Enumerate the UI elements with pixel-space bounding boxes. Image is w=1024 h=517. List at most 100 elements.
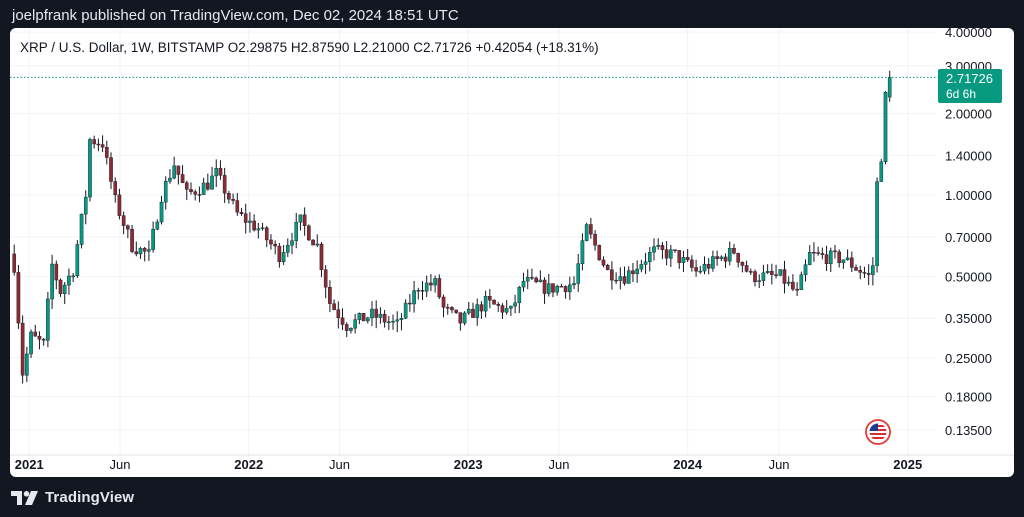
- candle-body: [50, 263, 54, 300]
- candle-body: [365, 317, 370, 322]
- candle-body: [117, 194, 122, 216]
- candle-body: [702, 264, 707, 272]
- candle-body: [319, 243, 324, 270]
- candle-body: [239, 212, 244, 214]
- brand-name: TradingView: [45, 489, 135, 506]
- candle-body: [534, 277, 538, 283]
- candle-body: [496, 304, 501, 306]
- candle-body: [58, 279, 63, 294]
- candle-body: [690, 259, 694, 268]
- candle-body: [126, 225, 130, 230]
- publisher-bar: joelpfrank published on TradingView.com,…: [0, 0, 1024, 32]
- candle-body: [563, 286, 568, 293]
- candle-body: [83, 196, 88, 215]
- time-tick-label: 2024: [673, 457, 703, 472]
- time-axis[interactable]: 2021 Jun 2022 Jun 2023 Jun 2024 Jun 2025: [10, 454, 1014, 472]
- candle-body: [833, 250, 837, 253]
- candle-body: [677, 250, 682, 263]
- candle-body: [816, 252, 820, 254]
- candle-body: [189, 189, 193, 192]
- candle-body: [298, 214, 303, 223]
- candle-body: [197, 194, 202, 196]
- price-tick-label: 1.40000: [945, 148, 992, 163]
- candle-body: [231, 199, 235, 201]
- candle-body: [20, 322, 25, 376]
- candle-body: [862, 272, 867, 274]
- candle-body: [513, 302, 517, 307]
- candle-body: [180, 174, 185, 183]
- candle-body: [871, 265, 875, 275]
- candle-body: [740, 262, 745, 266]
- price-tag-value: 2.71726: [946, 71, 993, 86]
- candle-body: [420, 290, 425, 292]
- candle-body: [879, 161, 884, 182]
- candle-body: [429, 282, 433, 286]
- candle-body: [100, 144, 105, 148]
- candle-body: [184, 182, 189, 190]
- candle-body: [568, 284, 572, 293]
- candle-body: [850, 257, 854, 268]
- candle-body: [214, 167, 219, 177]
- candle-body: [883, 92, 888, 163]
- candle-body: [437, 278, 442, 298]
- candle-body: [218, 167, 223, 176]
- tradingview-logo[interactable]: TradingView: [11, 489, 134, 506]
- candle-body: [542, 279, 547, 294]
- time-tick-label: 2022: [234, 457, 263, 472]
- candle-body: [753, 271, 757, 282]
- candle-body: [580, 240, 585, 264]
- candle-body: [774, 274, 778, 276]
- candle-body: [248, 220, 252, 223]
- candle-body: [765, 271, 770, 273]
- candle-body: [538, 279, 543, 283]
- candle-body: [723, 256, 728, 262]
- price-tick-label: 4.00000: [945, 28, 992, 40]
- time-tick-label: 2025: [893, 457, 922, 472]
- candle-body: [597, 245, 602, 261]
- candle-body: [488, 296, 492, 301]
- price-tick-label: 0.13500: [945, 423, 992, 438]
- candle-body: [336, 309, 341, 318]
- candle-body: [546, 283, 551, 294]
- candle-body: [403, 302, 408, 319]
- candle-body: [113, 181, 118, 196]
- candle-body: [858, 270, 863, 273]
- candle-body: [222, 175, 227, 194]
- candle-body: [875, 181, 879, 266]
- candle-body: [711, 256, 715, 269]
- candle-body: [33, 331, 38, 337]
- candle-body: [416, 290, 421, 292]
- price-chart[interactable]: 4.000003.000002.000001.400001.000000.700…: [10, 28, 1014, 477]
- candle-body: [589, 224, 593, 235]
- candle-body: [88, 139, 92, 198]
- chart-panel[interactable]: 4.00000 3.00000 2.00000 1.40000 1.00000 0.700…: [10, 28, 1014, 477]
- candle-body: [353, 319, 357, 329]
- candle-body: [264, 227, 269, 241]
- candle-body: [854, 267, 858, 271]
- candle-body: [273, 243, 277, 247]
- candle-body: [344, 324, 349, 331]
- candle-body: [172, 165, 176, 179]
- candle-body: [71, 275, 75, 278]
- candle-body: [25, 353, 29, 376]
- candle-body: [294, 221, 299, 241]
- candle-body: [770, 271, 774, 275]
- candle-body: [67, 275, 71, 286]
- us-flag-icon[interactable]: [865, 419, 891, 445]
- candle-body: [639, 264, 644, 270]
- candlestick-series: [12, 70, 892, 384]
- candle-body: [786, 281, 791, 284]
- candle-body: [669, 249, 673, 259]
- candle-body: [618, 276, 623, 281]
- candle-body: [105, 147, 109, 158]
- candle-body: [361, 313, 366, 322]
- candle-body: [286, 244, 290, 253]
- candle-body: [374, 308, 378, 318]
- candle-body: [163, 181, 168, 203]
- candle-body: [378, 313, 383, 318]
- candle-body: [454, 309, 458, 313]
- chart-grid: [10, 28, 936, 455]
- candle-body: [445, 307, 450, 309]
- candle-body: [340, 317, 345, 325]
- candle-body: [281, 252, 286, 262]
